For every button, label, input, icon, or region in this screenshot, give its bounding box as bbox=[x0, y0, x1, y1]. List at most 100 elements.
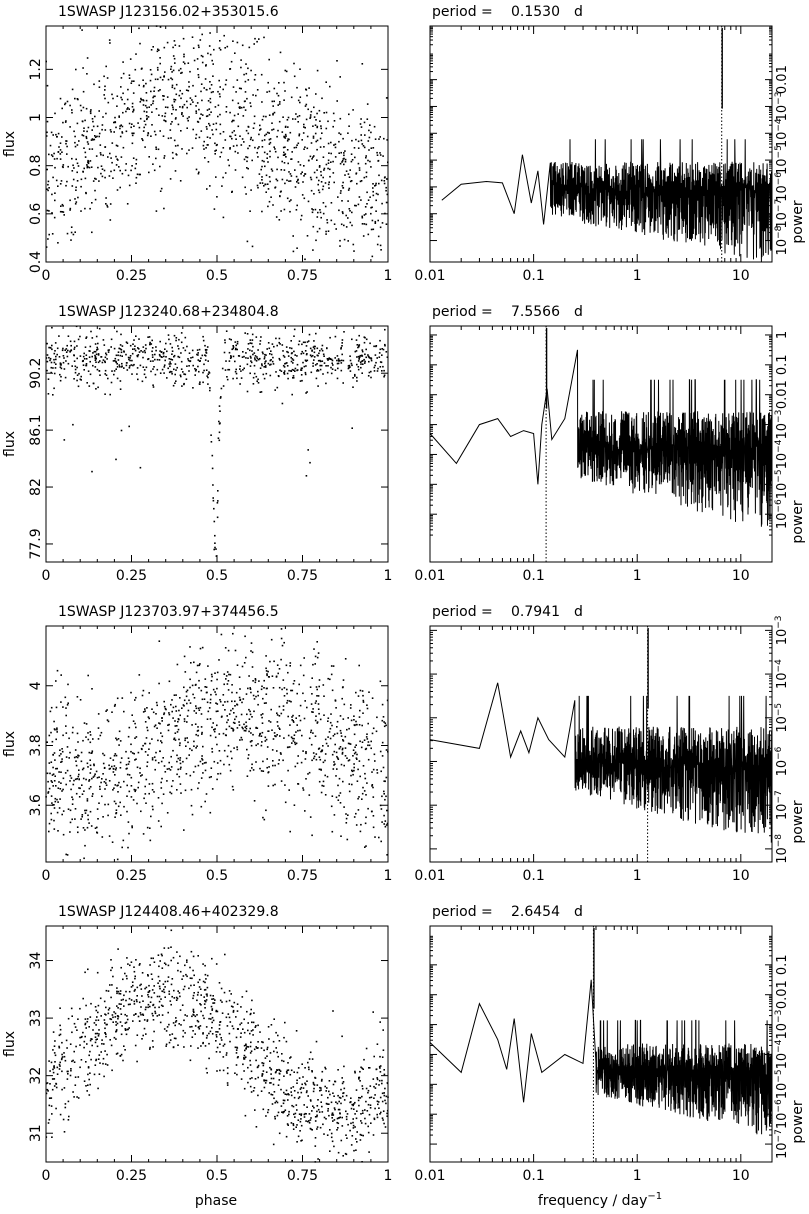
data-point bbox=[220, 387, 223, 390]
data-point bbox=[107, 349, 110, 352]
data-point bbox=[127, 174, 130, 177]
data-point bbox=[259, 343, 261, 345]
data-point bbox=[283, 695, 286, 697]
data-point bbox=[314, 719, 317, 722]
data-point bbox=[279, 195, 281, 197]
data-point bbox=[82, 170, 84, 173]
data-point bbox=[352, 1121, 354, 1124]
data-point bbox=[240, 144, 243, 146]
data-point bbox=[46, 84, 49, 87]
x-tick-label: 10 bbox=[732, 868, 750, 884]
data-point bbox=[128, 425, 130, 428]
data-point bbox=[173, 354, 176, 357]
data-point bbox=[225, 79, 228, 81]
data-point bbox=[294, 741, 296, 744]
data-point bbox=[281, 178, 284, 181]
data-point bbox=[59, 373, 61, 376]
data-point bbox=[48, 346, 50, 349]
data-point bbox=[159, 960, 161, 962]
data-point bbox=[188, 149, 190, 151]
data-point bbox=[59, 183, 62, 185]
data-point bbox=[254, 357, 256, 359]
data-point bbox=[280, 370, 283, 372]
data-point bbox=[89, 731, 91, 733]
data-point bbox=[269, 150, 271, 153]
data-point bbox=[83, 1046, 85, 1049]
data-point bbox=[350, 1097, 352, 1099]
data-point bbox=[244, 109, 247, 111]
data-point bbox=[180, 360, 183, 363]
data-point bbox=[90, 330, 92, 333]
data-point bbox=[267, 771, 270, 773]
data-point bbox=[269, 1060, 271, 1062]
data-point bbox=[97, 361, 100, 364]
data-point bbox=[74, 778, 77, 781]
data-point bbox=[260, 735, 263, 737]
data-point bbox=[142, 689, 145, 692]
data-point bbox=[53, 372, 56, 375]
data-point bbox=[340, 1102, 342, 1105]
data-point bbox=[180, 130, 182, 132]
data-point bbox=[333, 181, 335, 184]
data-point bbox=[324, 753, 327, 755]
data-point bbox=[103, 344, 106, 346]
data-point bbox=[307, 773, 309, 775]
data-point bbox=[218, 1028, 221, 1030]
data-point bbox=[88, 822, 90, 824]
data-point bbox=[128, 774, 131, 776]
data-point bbox=[235, 138, 237, 140]
data-point bbox=[138, 126, 141, 129]
data-point bbox=[206, 188, 208, 190]
data-point bbox=[319, 209, 321, 211]
data-point bbox=[50, 731, 52, 734]
data-point bbox=[185, 773, 188, 775]
data-point bbox=[249, 1085, 252, 1088]
data-point bbox=[46, 741, 48, 743]
data-point bbox=[358, 356, 361, 358]
data-point bbox=[155, 713, 157, 715]
data-point bbox=[338, 140, 340, 143]
plot-frame bbox=[429, 625, 773, 863]
data-point bbox=[152, 96, 154, 99]
data-point bbox=[48, 153, 50, 156]
data-point bbox=[228, 673, 230, 676]
data-point bbox=[341, 185, 344, 187]
data-point bbox=[91, 470, 93, 473]
data-point bbox=[175, 694, 177, 696]
data-point bbox=[357, 809, 360, 811]
data-point bbox=[340, 835, 342, 837]
data-point bbox=[316, 1105, 319, 1107]
data-point bbox=[77, 165, 80, 167]
data-point bbox=[250, 357, 252, 359]
data-point bbox=[311, 158, 313, 160]
data-point bbox=[56, 157, 58, 160]
data-point bbox=[351, 139, 353, 142]
data-point bbox=[316, 169, 318, 171]
data-point bbox=[88, 1078, 90, 1081]
data-point bbox=[177, 345, 179, 347]
data-point bbox=[383, 721, 385, 723]
data-point bbox=[161, 777, 163, 780]
data-point bbox=[265, 702, 267, 704]
data-point bbox=[197, 74, 200, 76]
data-point bbox=[281, 402, 284, 405]
data-point bbox=[364, 822, 367, 825]
data-point bbox=[256, 1047, 258, 1049]
data-point bbox=[176, 760, 178, 763]
data-point bbox=[375, 182, 377, 185]
data-point bbox=[349, 355, 351, 357]
data-point bbox=[73, 130, 75, 133]
data-point bbox=[381, 719, 384, 722]
data-point bbox=[383, 369, 385, 372]
data-point bbox=[156, 368, 159, 371]
data-point bbox=[267, 785, 270, 787]
data-point bbox=[259, 129, 261, 131]
data-point bbox=[209, 87, 211, 90]
data-point bbox=[355, 824, 358, 826]
data-point bbox=[262, 373, 265, 376]
data-point bbox=[246, 775, 249, 777]
data-point bbox=[137, 1015, 140, 1018]
data-point bbox=[247, 167, 249, 170]
data-point bbox=[345, 822, 348, 824]
data-point bbox=[106, 204, 108, 207]
